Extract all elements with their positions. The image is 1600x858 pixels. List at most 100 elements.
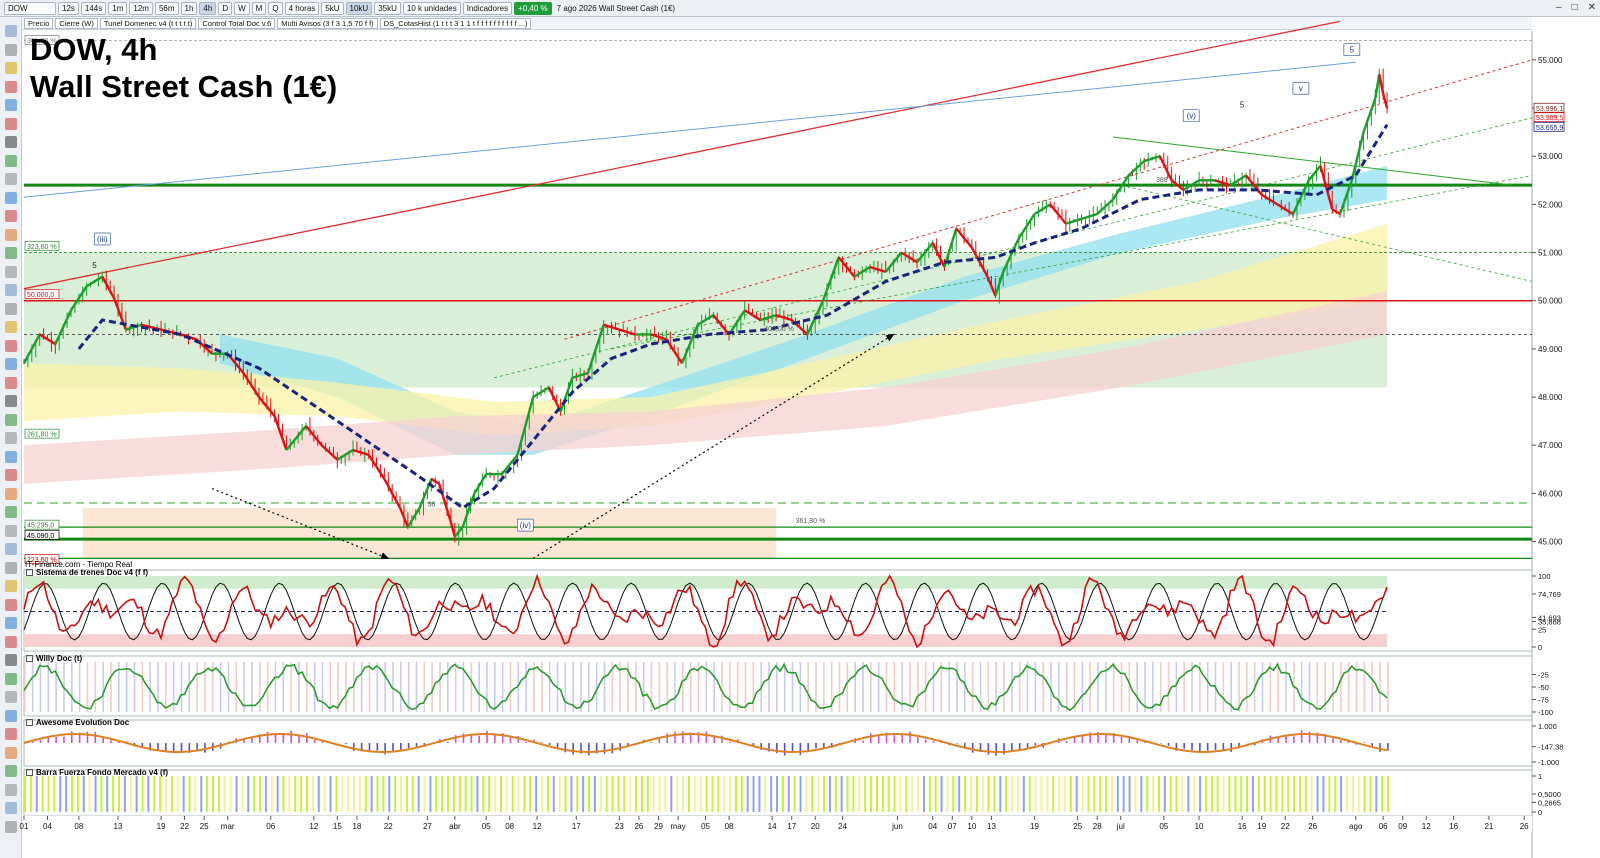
panel-close-icon[interactable]: [26, 719, 33, 726]
tool-icon[interactable]: [5, 43, 17, 56]
tool-icon[interactable]: [5, 80, 17, 93]
tool-icon[interactable]: [5, 469, 17, 481]
tool-icon[interactable]: [5, 62, 17, 74]
tool-icon[interactable]: [5, 802, 17, 814]
timeframe-button[interactable]: D: [218, 1, 233, 15]
tool-icon[interactable]: [5, 25, 17, 37]
oscillator-title[interactable]: Willy Doc (t): [26, 653, 82, 664]
symbol-selector[interactable]: DOW: [4, 1, 56, 15]
tool-icon[interactable]: [5, 561, 17, 574]
minimize-icon[interactable]: –: [1556, 2, 1562, 13]
strength-bar: [629, 776, 632, 812]
tool-icon[interactable]: [5, 99, 17, 111]
tool-icon[interactable]: [5, 672, 17, 685]
tool-icon[interactable]: [5, 339, 17, 352]
price-segment: [978, 261, 985, 270]
study-chip[interactable]: Multi Avisos (3 f 3 1,5 70 f f): [277, 17, 378, 29]
strength-bar: [975, 776, 978, 812]
tool-icon[interactable]: [5, 302, 17, 315]
tool-icon[interactable]: [5, 783, 17, 796]
price-segment: [520, 425, 527, 441]
tool-icon[interactable]: [5, 543, 17, 555]
tool-icon[interactable]: [5, 284, 17, 296]
tool-icon[interactable]: [5, 506, 17, 518]
date-tick-label: 07: [948, 822, 957, 831]
close-icon[interactable]: ✕: [1587, 2, 1596, 13]
price-segment: [1358, 131, 1365, 149]
tool-icon[interactable]: [5, 654, 17, 666]
strength-bar: [1152, 776, 1155, 812]
tool-icon[interactable]: [5, 154, 17, 167]
unit-button[interactable]: 10kU: [345, 1, 373, 15]
timeframe-button[interactable]: 56m: [154, 1, 179, 15]
tool-icon[interactable]: [5, 358, 17, 370]
tool-icon[interactable]: [5, 450, 17, 463]
tool-icon[interactable]: [5, 691, 17, 703]
study-chip[interactable]: Precio: [24, 17, 54, 29]
indicators-button[interactable]: Indicadores: [462, 1, 513, 15]
unit-button[interactable]: 5kU: [321, 1, 344, 15]
panel-close-icon[interactable]: [26, 769, 33, 776]
tool-icon[interactable]: [5, 728, 17, 740]
timeframe-button[interactable]: Q: [268, 1, 283, 15]
regime-bar: [635, 662, 637, 712]
timeframe-button[interactable]: 4h: [199, 1, 217, 15]
tool-icon[interactable]: [5, 598, 17, 611]
timeframe-button[interactable]: 1m: [108, 1, 128, 15]
date-tick-label: 29: [654, 822, 663, 831]
study-chip[interactable]: Control Total Doc v.6: [198, 17, 276, 29]
price-segment: [352, 448, 358, 453]
price-segment: [744, 309, 750, 314]
tool-icon[interactable]: [5, 746, 17, 759]
timeframe-button[interactable]: 1h: [180, 1, 198, 15]
tool-icon[interactable]: [5, 820, 17, 833]
panel-close-icon[interactable]: [26, 569, 33, 576]
tool-icon[interactable]: [5, 247, 17, 259]
price-segment: [395, 500, 402, 509]
study-chip[interactable]: DS_CotasHist (1 t t t 3 1 1 t f f f f f …: [379, 17, 532, 29]
tool-icon[interactable]: [5, 210, 17, 222]
timeframe-button[interactable]: 144s: [80, 1, 107, 15]
date-tick-label: 10: [967, 822, 976, 831]
price-segment: [418, 497, 425, 509]
timeframe-button[interactable]: 12s: [58, 1, 79, 15]
tool-icon[interactable]: [5, 173, 17, 185]
tool-icon[interactable]: [5, 395, 17, 407]
oscillator-title[interactable]: Sistema de trenes Doc v4 (f f): [26, 567, 148, 578]
awesome-bar: [1175, 743, 1178, 751]
tool-icon[interactable]: [5, 580, 17, 592]
tool-icon[interactable]: [5, 709, 17, 722]
tool-icon[interactable]: [5, 136, 17, 148]
study-chip[interactable]: Tunel Domenec v4 (t t t t t): [99, 17, 197, 29]
unit-button[interactable]: 35kU: [374, 1, 401, 15]
study-chip[interactable]: Cierre (W): [55, 17, 98, 29]
tool-icon[interactable]: [5, 191, 17, 204]
tool-icon[interactable]: [5, 117, 17, 130]
tool-icon[interactable]: [5, 376, 17, 389]
regime-bar: [1277, 662, 1280, 712]
maximize-icon[interactable]: □: [1571, 2, 1578, 13]
timeframe-button[interactable]: W: [234, 1, 250, 15]
interval-selector[interactable]: 4 horas: [284, 1, 320, 15]
tool-icon[interactable]: [5, 228, 17, 241]
strength-bar: [611, 776, 614, 812]
strength-bar: [1128, 776, 1131, 812]
timeframe-button[interactable]: M: [251, 1, 267, 15]
timeframe-button[interactable]: 12m: [129, 1, 153, 15]
tool-icon[interactable]: [5, 265, 17, 278]
oscillator-title[interactable]: Awesome Evolution Doc: [26, 717, 129, 728]
tool-icon[interactable]: [5, 635, 17, 648]
tool-icon[interactable]: [5, 413, 17, 426]
fib-label: 388: [1156, 177, 1168, 184]
tool-icon[interactable]: [5, 321, 17, 333]
tool-icon[interactable]: [5, 617, 17, 629]
tool-icon[interactable]: [5, 432, 17, 444]
panel-close-icon[interactable]: [26, 655, 33, 662]
tool-icon[interactable]: [5, 487, 17, 500]
units-selector[interactable]: 10 k unidades: [402, 1, 461, 15]
tool-icon[interactable]: [5, 765, 17, 777]
awesome-bar: [1340, 740, 1342, 743]
oscillator-title[interactable]: Barra Fuerza Fondo Mercado v4 (f): [26, 767, 168, 778]
tool-icon[interactable]: [5, 524, 17, 537]
